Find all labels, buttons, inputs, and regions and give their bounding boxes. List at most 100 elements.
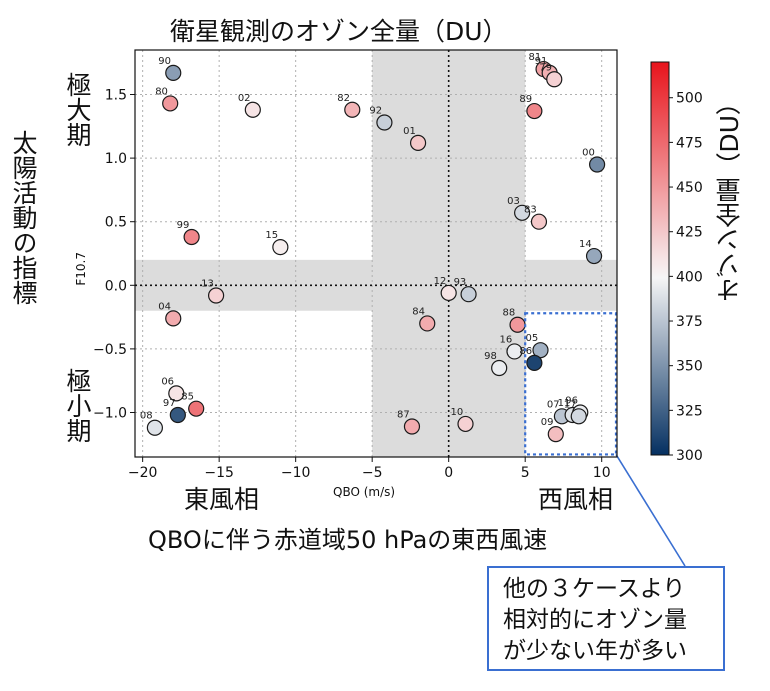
data-point-label: 14 bbox=[579, 239, 592, 250]
data-point-label: 15 bbox=[265, 230, 278, 241]
x-tick-label: −10 bbox=[281, 465, 311, 481]
data-point bbox=[188, 400, 205, 417]
x-tick-label: 10 bbox=[593, 465, 611, 481]
data-point bbox=[514, 204, 531, 221]
data-point bbox=[509, 316, 526, 333]
x-tick-label: −20 bbox=[128, 465, 158, 481]
data-point-label: 00 bbox=[582, 147, 595, 158]
colorbar-tick-label: 350 bbox=[676, 359, 703, 375]
data-point bbox=[403, 418, 421, 435]
data-point-label: 12 bbox=[434, 276, 447, 287]
y-tick-label: 1.5 bbox=[105, 88, 127, 104]
data-point bbox=[272, 239, 289, 256]
data-point-label: 79 bbox=[539, 62, 552, 73]
data-point-label: 01 bbox=[403, 126, 416, 137]
colorbar-tick-label: 375 bbox=[676, 314, 703, 330]
data-point-label: 96 bbox=[565, 395, 578, 406]
data-point-label: 09 bbox=[541, 417, 554, 428]
data-point bbox=[165, 310, 182, 327]
data-point-label: 02 bbox=[238, 93, 251, 104]
colorbar-tick-label: 475 bbox=[676, 135, 703, 151]
y-axis-high-label: 極大期 bbox=[63, 72, 92, 147]
data-point bbox=[409, 134, 427, 151]
data-point-label: 82 bbox=[337, 93, 350, 104]
data-point bbox=[162, 95, 179, 112]
data-point bbox=[460, 286, 477, 303]
data-point-label: 13 bbox=[201, 278, 214, 289]
data-point-label: 87 bbox=[397, 409, 410, 420]
data-point-label: 05 bbox=[525, 333, 538, 344]
annotation-box: 他の３ケースより 相対的にオゾン量 が少ない年が多い bbox=[487, 566, 725, 671]
data-point-label: 91 bbox=[535, 56, 548, 67]
chart-title: 衛星観測のオゾン全量（DU） bbox=[170, 17, 508, 46]
colorbar-tick-label: 425 bbox=[676, 225, 703, 241]
data-point bbox=[440, 284, 457, 302]
x-tick-label: 5 bbox=[521, 465, 530, 481]
y-tick-label: −1.0 bbox=[93, 405, 127, 421]
data-point-label: 84 bbox=[412, 306, 425, 317]
y-axis-low-label: 極小期 bbox=[63, 368, 92, 443]
data-point-label: 98 bbox=[484, 351, 497, 362]
data-point-label: 11 bbox=[558, 398, 571, 409]
data-point bbox=[526, 102, 543, 120]
data-point bbox=[146, 419, 163, 436]
x-tick-label: −15 bbox=[204, 465, 234, 481]
data-point-label: 99 bbox=[177, 220, 190, 231]
x-axis-main-label: QBOに伴う赤道域50 hPaの東西風速 bbox=[148, 526, 548, 554]
data-point bbox=[183, 228, 200, 246]
y-axis-label: F10.7 bbox=[74, 252, 88, 286]
colorbar-label: オゾン全量（DU） bbox=[715, 90, 744, 303]
y-tick-label: 0.5 bbox=[105, 215, 127, 231]
data-point bbox=[457, 415, 474, 433]
data-point-label: 17 bbox=[564, 399, 577, 410]
data-point bbox=[165, 64, 182, 81]
colorbar-tick-label: 450 bbox=[676, 180, 703, 196]
data-point-label: 06 bbox=[161, 376, 174, 387]
data-point bbox=[546, 71, 563, 88]
y-tick-label: 0.0 bbox=[105, 278, 127, 294]
data-point-label: 90 bbox=[158, 56, 171, 67]
data-point-label: 16 bbox=[499, 334, 512, 345]
y-axis-main-label: 太陽活動の指標 bbox=[9, 130, 38, 305]
data-point bbox=[169, 406, 186, 424]
x-tick-label: 0 bbox=[444, 465, 453, 481]
data-point bbox=[376, 114, 393, 131]
data-point-label: 81 bbox=[529, 52, 542, 63]
annotation-line: が少ない年が多い bbox=[503, 638, 687, 664]
x-axis-west-label: 西風相 bbox=[538, 485, 614, 514]
data-point-label: 04 bbox=[158, 301, 171, 312]
data-point bbox=[207, 287, 225, 304]
data-point-label: 80 bbox=[155, 86, 168, 97]
data-point bbox=[344, 101, 361, 118]
data-point-label: 86 bbox=[519, 346, 532, 357]
data-point-label: 93 bbox=[454, 277, 467, 288]
data-point-label: 83 bbox=[524, 205, 537, 216]
shaded-x-band bbox=[372, 50, 526, 457]
callout-line bbox=[615, 454, 686, 567]
highlight-box bbox=[524, 312, 618, 456]
data-point-label: 08 bbox=[140, 411, 153, 422]
annotation-line: 相対的にオゾン量 bbox=[503, 607, 687, 633]
data-point-label: 97 bbox=[163, 398, 176, 409]
data-point-label: 03 bbox=[507, 196, 520, 207]
x-axis-label: QBO (m/s) bbox=[333, 485, 396, 499]
annotation-line: 他の３ケースより bbox=[503, 576, 686, 602]
data-point bbox=[547, 426, 564, 443]
colorbar-tick-label: 500 bbox=[676, 91, 703, 107]
y-tick-label: −0.5 bbox=[93, 342, 127, 358]
plot-frame bbox=[134, 49, 618, 458]
data-point bbox=[530, 213, 548, 230]
data-point-label: 88 bbox=[503, 308, 516, 319]
data-point bbox=[244, 101, 261, 118]
data-point-label: 85 bbox=[181, 392, 194, 403]
data-point bbox=[419, 315, 436, 332]
x-axis-east-label: 東風相 bbox=[184, 485, 260, 514]
data-point-label: 07 bbox=[547, 399, 560, 410]
colorbar-tick-label: 400 bbox=[676, 269, 703, 285]
data-point bbox=[570, 408, 587, 425]
data-point-label: 92 bbox=[369, 105, 382, 116]
data-point bbox=[491, 359, 508, 377]
data-point bbox=[589, 156, 606, 173]
